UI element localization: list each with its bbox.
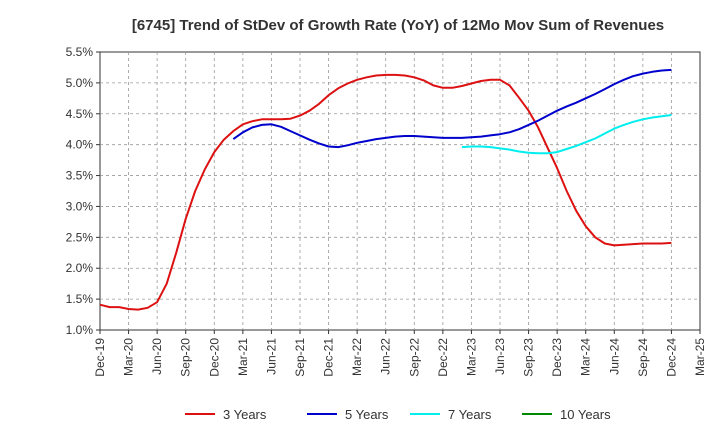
x-tick-label: Mar-22	[350, 338, 364, 376]
legend-label: 7 Years	[448, 407, 492, 422]
legend-label: 3 Years	[223, 407, 267, 422]
x-tick-label: Jun-23	[493, 338, 507, 375]
x-tick-label: Jun-24	[607, 338, 621, 375]
x-tick-label: Sep-23	[522, 338, 536, 377]
series-line-7-years	[461, 114, 672, 155]
y-tick-label: 1.5%	[66, 292, 94, 306]
y-tick-label: 3.0%	[66, 199, 94, 213]
x-axis-ticks: Dec-19 Mar-20 Jun-20 Sep-20 Dec-20 Mar-21 Jun-…	[93, 330, 707, 377]
x-tick-label: Dec-24	[664, 338, 678, 377]
x-tick-label: Mar-23	[464, 338, 478, 376]
x-tick-label: Sep-20	[179, 338, 193, 377]
y-tick-label: 4.0%	[66, 138, 94, 152]
x-tick-label: Jun-21	[264, 338, 278, 375]
legend: 3 Years 5 Years 7 Years 10 Years	[185, 407, 611, 422]
legend-label: 5 Years	[345, 407, 389, 422]
x-tick-label: Dec-19	[93, 338, 107, 377]
x-tick-label: Mar-20	[122, 338, 136, 376]
grid	[100, 52, 700, 330]
y-axis-ticks: 1.0% 1.5% 2.0% 2.5% 3.0% 3.5% 4.0% 4.5% 5.0% 5.5%	[66, 45, 100, 337]
y-tick-label: 1.0%	[66, 323, 94, 337]
series-line-3-years	[99, 73, 672, 311]
y-tick-label: 2.0%	[66, 261, 94, 275]
x-tick-label: Mar-24	[579, 338, 593, 376]
y-tick-label: 5.5%	[66, 45, 94, 59]
y-tick-label: 5.0%	[66, 76, 94, 90]
series-lines	[99, 68, 672, 311]
y-tick-label: 2.5%	[66, 230, 94, 244]
series-line-5-years	[232, 68, 672, 149]
chart-title: [6745] Trend of StDev of Growth Rate (Yo…	[132, 17, 664, 34]
x-tick-label: Jun-20	[150, 338, 164, 375]
plot-area	[99, 51, 701, 331]
x-tick-label: Dec-21	[322, 338, 336, 377]
x-tick-label: Jun-22	[379, 338, 393, 375]
y-tick-label: 4.5%	[66, 107, 94, 121]
x-tick-label: Dec-20	[207, 338, 221, 377]
x-tick-label: Sep-24	[636, 338, 650, 377]
x-tick-label: Mar-25	[693, 338, 707, 376]
x-tick-label: Sep-22	[407, 338, 421, 377]
x-tick-label: Dec-22	[436, 338, 450, 377]
x-tick-label: Sep-21	[293, 338, 307, 377]
legend-label: 10 Years	[560, 407, 611, 422]
x-tick-label: Dec-23	[550, 338, 564, 377]
y-tick-label: 3.5%	[66, 169, 94, 183]
x-tick-label: Mar-21	[236, 338, 250, 376]
